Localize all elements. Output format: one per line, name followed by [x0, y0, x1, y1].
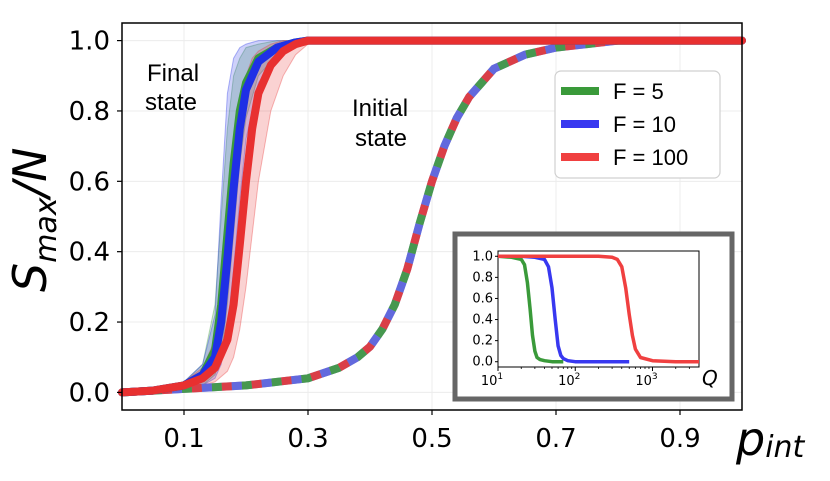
x-tick-label: 0.3 [287, 424, 328, 454]
x-axis-title-main: p [735, 412, 765, 466]
x-axis-title: pint [735, 412, 806, 466]
series-lines [118, 36, 746, 397]
inset-y-tick-label: 0.0 [472, 355, 493, 370]
y-tick-label: 0.4 [69, 238, 110, 268]
legend-box [554, 70, 721, 179]
confidence-band-1 [121, 40, 742, 393]
x-axis-title-sub: int [765, 430, 805, 465]
x-tick-label: 0.5 [411, 424, 452, 454]
annotation-final-line1: Final [147, 60, 199, 87]
y-tick-label: 1.0 [69, 27, 110, 57]
y-tick-label: 0.6 [69, 167, 110, 197]
y-tick-label: 0.8 [69, 97, 110, 127]
series-line-initial-dash [121, 36, 742, 397]
axis-ticks: 0.1 0.3 0.5 0.7 0.9 0.0 0.2 0.4 0.6 0.8 1.0 [69, 27, 701, 454]
x-tick-label: 0.1 [163, 424, 204, 454]
legend-label-f100: F = 100 [613, 145, 688, 170]
legend-label-f5: F = 5 [613, 79, 664, 104]
inset-series-lines [497, 254, 699, 364]
y-axis-title-main: S [3, 263, 57, 292]
legend: F = 5 F = 10 F = 100 [554, 70, 721, 179]
inset-y-tick-label: 0.8 [472, 270, 493, 285]
series-line-2 [118, 36, 746, 397]
inset-series-line-0 [497, 254, 564, 364]
inset-y-tick-label: 1.0 [472, 249, 493, 264]
annotation-final-line2: state [145, 89, 197, 116]
inset-y-tick-label: 0.4 [472, 313, 493, 328]
series-line-initial-dash [121, 36, 742, 397]
annotation-initial-line1: Initial [352, 95, 408, 122]
y-axis-title: Smax/N [3, 148, 64, 293]
inset-series-line-2 [498, 254, 699, 364]
inset-y-tick-label: 0.6 [472, 291, 493, 306]
x-tick-label: 0.9 [659, 424, 700, 454]
inset-y-tick-label: 0.2 [472, 334, 493, 349]
y-tick-label: 0.0 [69, 378, 110, 408]
y-tick-label: 0.2 [69, 308, 110, 338]
y-axis-title-sub: max [29, 197, 64, 263]
legend-label-f10: F = 10 [613, 112, 676, 137]
y-axis-title-tail: /N [3, 148, 57, 202]
x-tick-label: 0.7 [535, 424, 576, 454]
annotation-initial-line2: state [355, 125, 407, 152]
inset-x-axis-title: Q [702, 366, 718, 390]
inset-plot-area [497, 250, 700, 368]
